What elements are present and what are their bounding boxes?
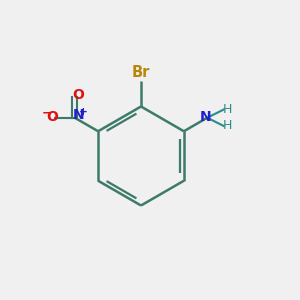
Text: N: N — [73, 108, 84, 122]
Text: N: N — [200, 110, 212, 124]
Text: O: O — [46, 110, 58, 124]
Text: −: − — [42, 107, 52, 120]
Text: +: + — [79, 107, 88, 117]
Text: H: H — [223, 119, 232, 133]
Text: Br: Br — [132, 65, 150, 80]
Text: H: H — [223, 103, 232, 116]
Text: O: O — [72, 88, 84, 102]
